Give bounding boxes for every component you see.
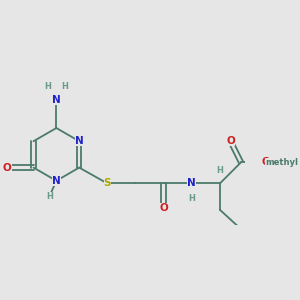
Text: N: N — [52, 176, 61, 186]
Text: H: H — [62, 82, 69, 91]
Text: N: N — [52, 95, 61, 105]
Text: O: O — [261, 157, 270, 167]
Text: methyl: methyl — [265, 158, 298, 167]
Text: H: H — [217, 166, 224, 175]
Text: H: H — [188, 194, 195, 203]
Text: O: O — [3, 163, 11, 172]
Text: H: H — [44, 82, 51, 91]
Text: H: H — [46, 192, 53, 201]
Text: N: N — [75, 136, 84, 146]
Text: S: S — [103, 178, 111, 188]
Text: O: O — [226, 136, 235, 146]
Text: N: N — [188, 178, 196, 188]
Text: O: O — [159, 203, 168, 213]
